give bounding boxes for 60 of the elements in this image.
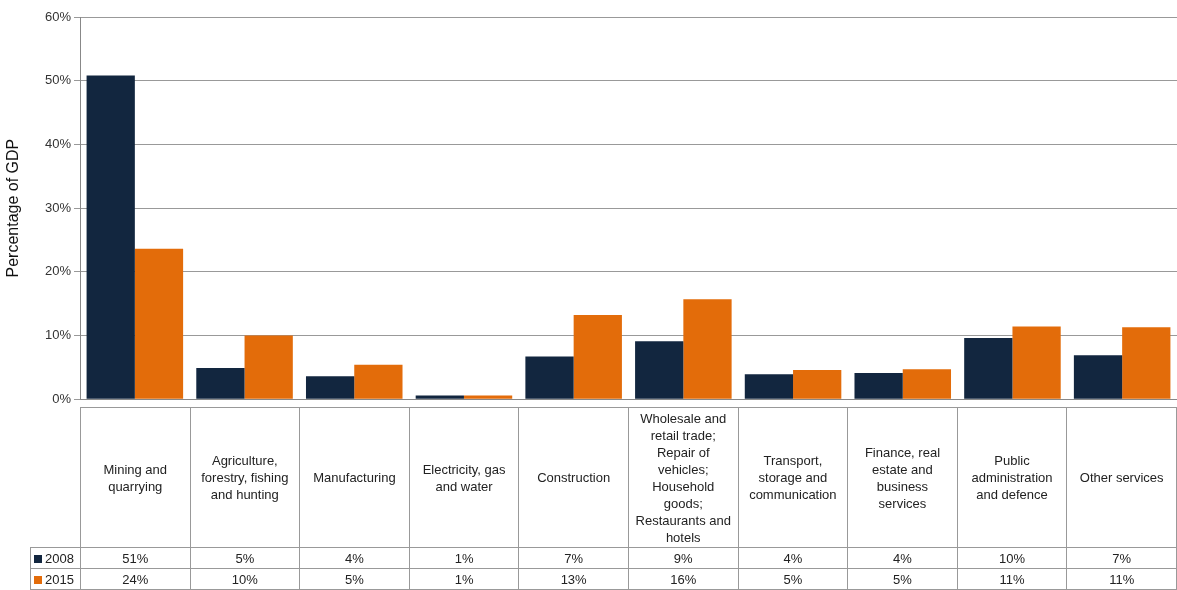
bar bbox=[1122, 327, 1171, 399]
bar bbox=[854, 373, 903, 399]
bar bbox=[354, 364, 403, 399]
x-tick-label: Public administration and defence bbox=[957, 407, 1067, 548]
x-tick-label: Other services bbox=[1066, 407, 1177, 548]
data-label: 1% bbox=[409, 568, 519, 590]
bar bbox=[1012, 326, 1061, 399]
data-label: 13% bbox=[518, 568, 629, 590]
data-label: 9% bbox=[628, 547, 739, 569]
x-tick-label: Mining and quarrying bbox=[80, 407, 191, 548]
y-tick-label: 0% bbox=[52, 390, 72, 406]
data-label: 10% bbox=[190, 568, 300, 590]
data-label: 5% bbox=[738, 568, 848, 590]
bar bbox=[86, 75, 135, 399]
data-label: 4% bbox=[738, 547, 848, 569]
data-label: 11% bbox=[1066, 568, 1177, 590]
bar bbox=[744, 374, 794, 399]
legend-label: 2008 bbox=[30, 547, 81, 569]
bar bbox=[635, 341, 684, 399]
bar bbox=[1073, 355, 1123, 399]
data-label: 11% bbox=[957, 568, 1067, 590]
bar bbox=[793, 369, 842, 399]
bar bbox=[134, 248, 184, 399]
data-label: 4% bbox=[299, 547, 410, 569]
y-tick-label: 40% bbox=[44, 135, 72, 151]
bar bbox=[683, 299, 732, 399]
x-tick-label: Wholesale and retail trade; Repair of vehicles; Household goods; Restaurants and hotels bbox=[628, 407, 739, 548]
data-label: 4% bbox=[847, 547, 958, 569]
y-tick-label: 50% bbox=[44, 72, 72, 88]
y-axis-title: Percentage of GDP bbox=[4, 138, 22, 278]
data-label: 5% bbox=[847, 568, 958, 590]
y-tick-label: 60% bbox=[44, 8, 72, 24]
data-label: 1% bbox=[409, 547, 519, 569]
x-tick-label: Construction bbox=[518, 407, 629, 548]
y-tick-label: 10% bbox=[44, 327, 72, 343]
data-label: 5% bbox=[299, 568, 410, 590]
bar bbox=[415, 395, 464, 399]
x-tick-label: Transport, storage and communication bbox=[738, 407, 848, 548]
y-tick-label: 20% bbox=[44, 263, 72, 279]
data-label: 10% bbox=[957, 547, 1067, 569]
legend-label: 2015 bbox=[30, 568, 81, 590]
bar bbox=[964, 338, 1013, 399]
bar bbox=[525, 356, 574, 399]
data-label: 16% bbox=[628, 568, 739, 590]
y-tick-label: 30% bbox=[44, 199, 72, 215]
x-tick-label: Manufacturing bbox=[299, 407, 410, 548]
data-label: 7% bbox=[1066, 547, 1177, 569]
x-tick-label: Agriculture, forestry, fishing and hunting bbox=[190, 407, 300, 548]
bar bbox=[196, 367, 245, 399]
x-tick-label: Electricity, gas and water bbox=[409, 407, 519, 548]
bar bbox=[305, 376, 355, 399]
x-tick-label: Finance, real estate and business services bbox=[847, 407, 958, 548]
bar bbox=[244, 335, 293, 399]
data-label: 5% bbox=[190, 547, 300, 569]
bar bbox=[573, 315, 622, 399]
data-label: 24% bbox=[80, 568, 191, 590]
data-label: 7% bbox=[518, 547, 629, 569]
bar bbox=[902, 369, 952, 399]
bar bbox=[463, 395, 513, 399]
data-label: 51% bbox=[80, 547, 191, 569]
